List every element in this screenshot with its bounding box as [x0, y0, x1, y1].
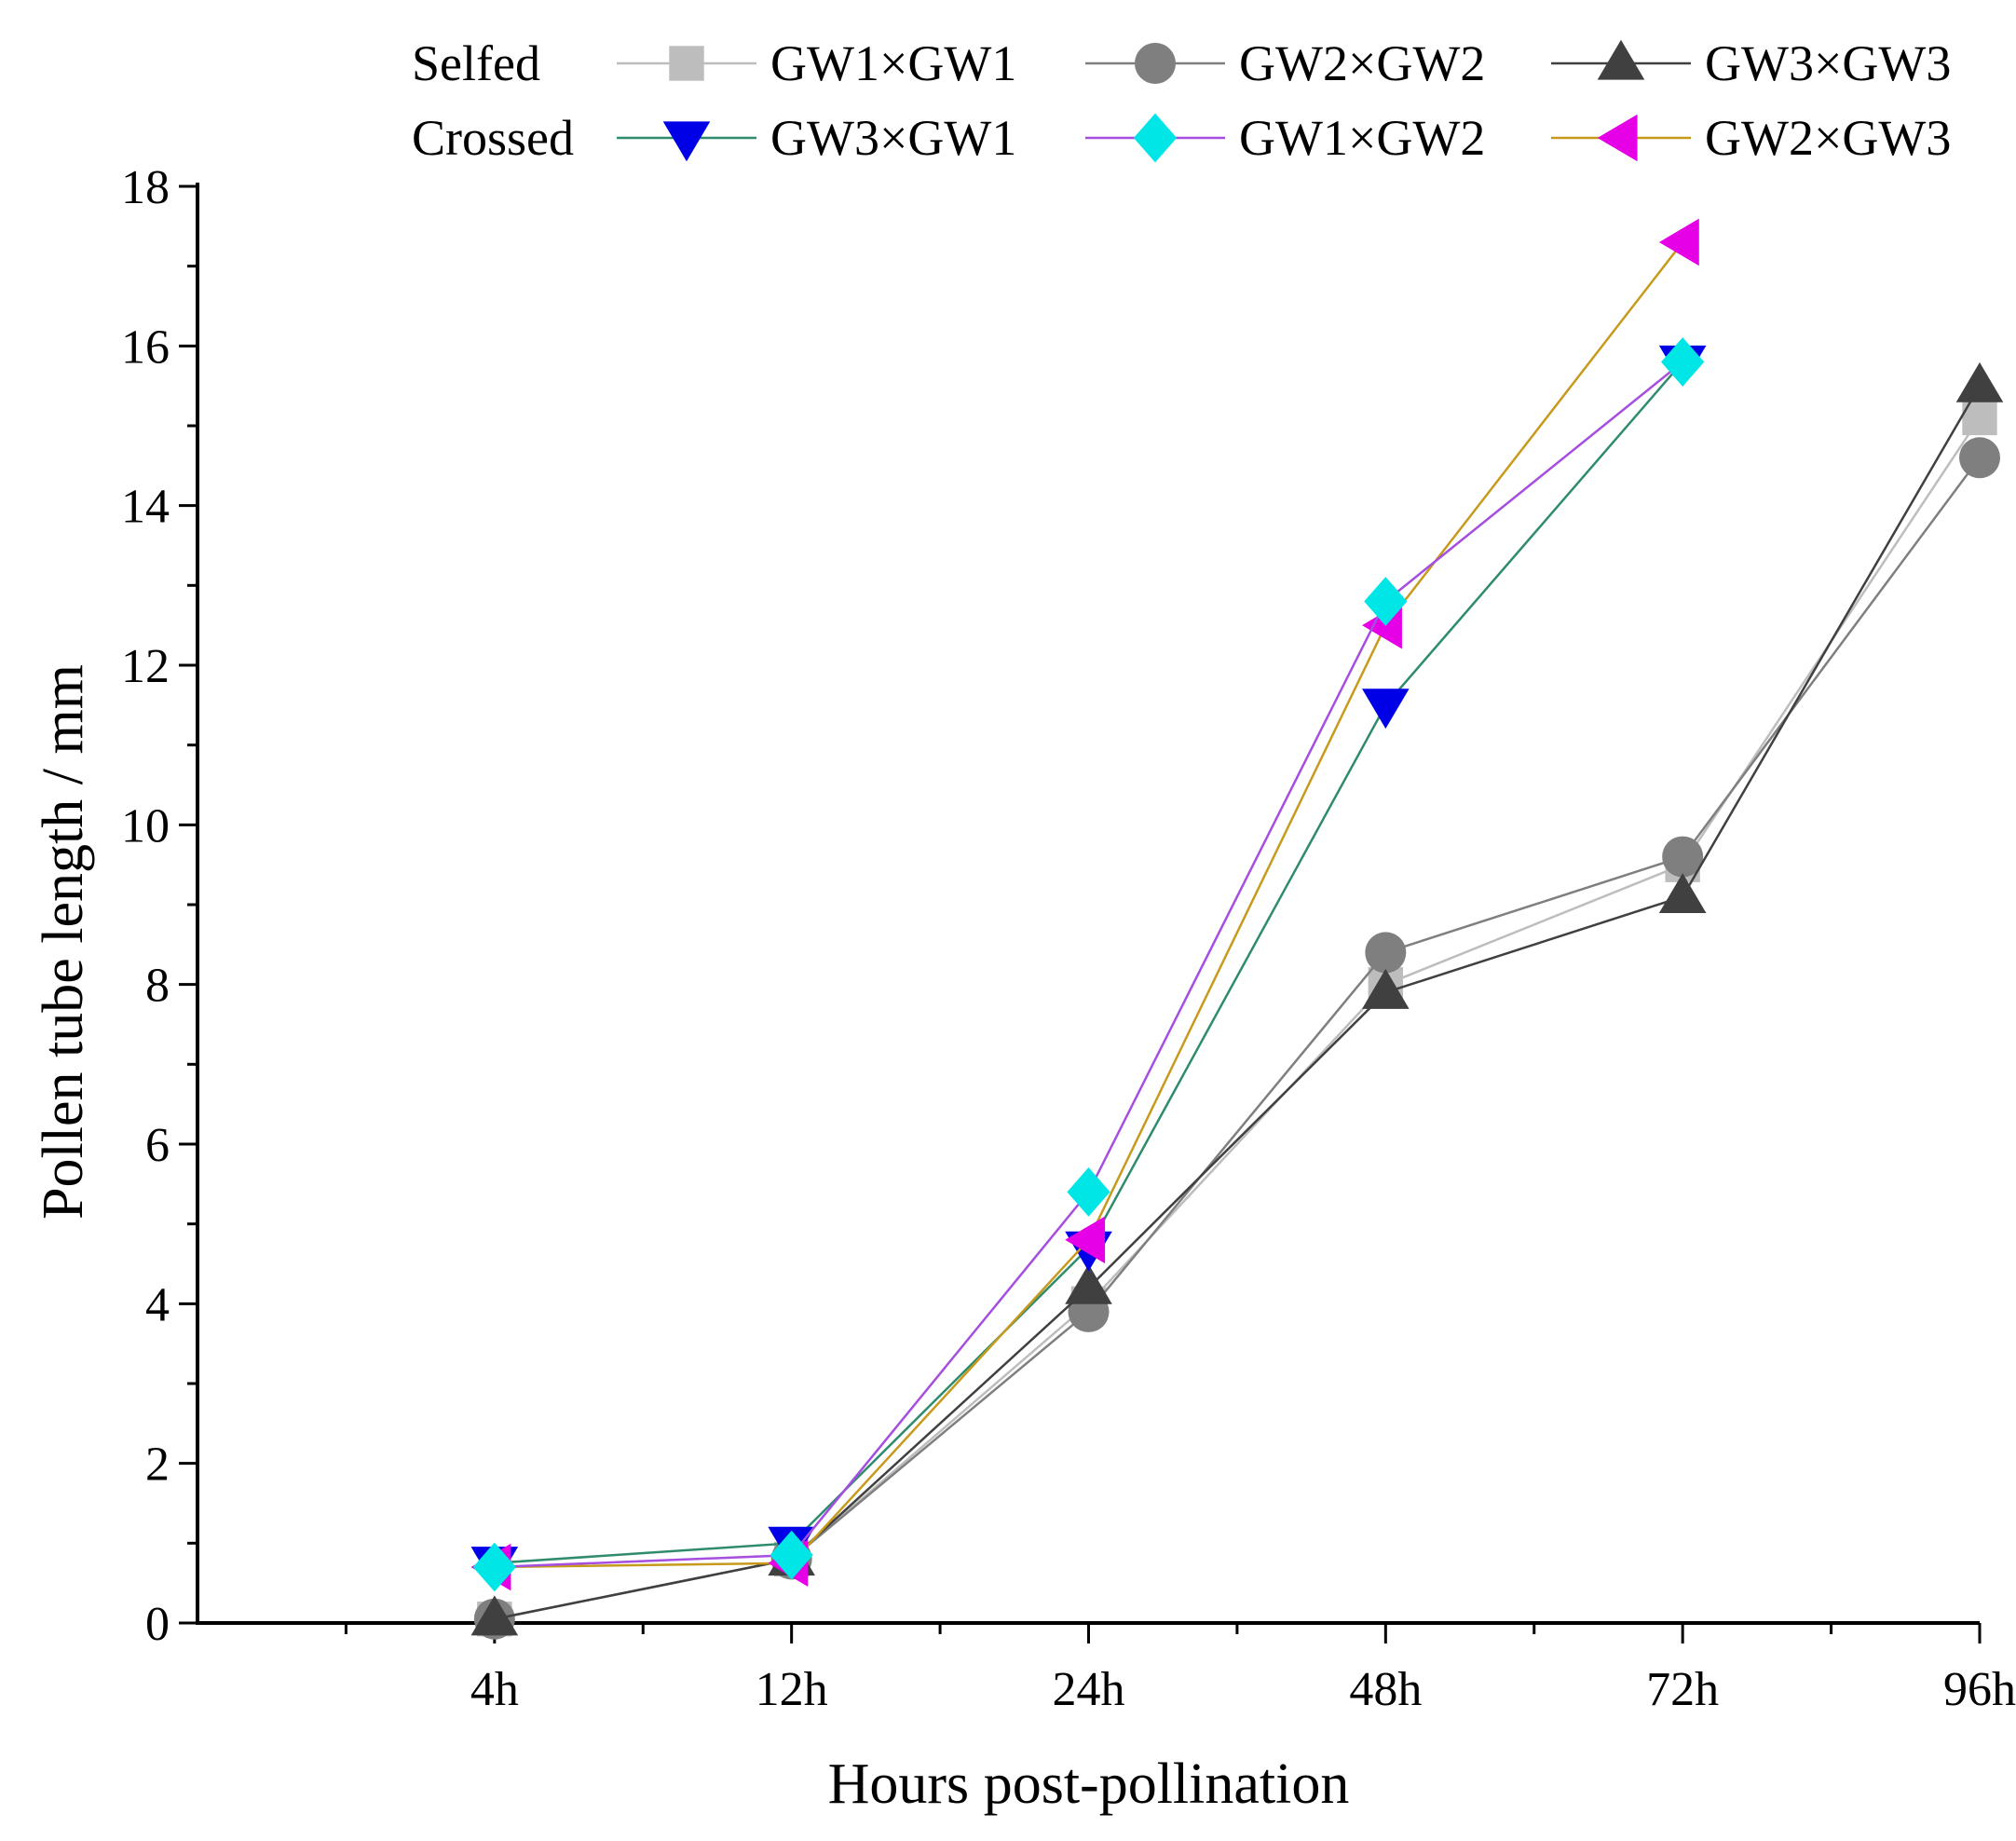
y-tick-label: 18 — [121, 161, 170, 214]
x-tick-label: 72h — [1646, 1663, 1719, 1716]
legend-item-gw2xgw3: GW2×GW3 — [1551, 110, 1951, 166]
axes: 0 2 4 6 8 10 12 14 16 18 4h 12h 24h 48h 72h 96h — [121, 161, 2016, 1716]
series-line — [494, 416, 1982, 1620]
data-point — [1362, 968, 1410, 1009]
legend-item-gw3xgw3: GW3×GW3 — [1551, 35, 1951, 91]
series-layer — [470, 218, 2004, 1640]
data-point — [472, 1542, 516, 1592]
series-line — [494, 385, 1982, 1620]
series-gw2xgw2 — [473, 437, 2000, 1640]
series-gw3xgw3 — [470, 361, 2004, 1636]
y-tick-label: 2 — [145, 1439, 170, 1492]
legend-item-gw3xgw1: GW3×GW1 — [617, 110, 1016, 166]
data-point — [1065, 1263, 1112, 1304]
series-line — [494, 457, 1982, 1620]
legend-label: GW3×GW1 — [770, 110, 1016, 166]
y-tick-label: 14 — [121, 481, 170, 534]
data-point — [770, 1530, 813, 1580]
series-line — [494, 361, 1683, 1569]
data-point — [1955, 361, 2004, 402]
legend-marker — [1135, 43, 1176, 84]
data-point — [1067, 1167, 1110, 1217]
data-point — [1365, 932, 1407, 974]
legend-label: GW2×GW3 — [1705, 110, 1951, 166]
data-point — [1662, 836, 1704, 878]
legend-label: GW2×GW2 — [1239, 35, 1485, 91]
legend-group-label: Crossed — [412, 110, 574, 166]
legend-marker — [669, 46, 704, 81]
series-gw3xgw1 — [470, 345, 1707, 1588]
legend-label: GW3×GW3 — [1705, 35, 1951, 91]
data-point — [1658, 218, 1699, 266]
data-point — [1065, 1216, 1106, 1264]
data-point — [1661, 337, 1705, 387]
x-tick-label: 24h — [1053, 1663, 1125, 1716]
y-tick-label: 6 — [145, 1119, 170, 1172]
y-axis-title: Pollen tube length / mm — [32, 664, 95, 1220]
legend-marker — [662, 121, 711, 162]
legend-label: GW1×GW1 — [770, 35, 1016, 91]
x-tick-label: 12h — [756, 1663, 828, 1716]
legend-group-label: Selfed — [412, 35, 540, 91]
legend-label: GW1×GW2 — [1239, 110, 1485, 166]
series-gw1xgw2 — [472, 337, 1705, 1592]
legend-marker — [1133, 113, 1178, 163]
y-tick-label: 8 — [145, 960, 170, 1013]
legend-marker — [1597, 114, 1638, 162]
x-tick-label: 48h — [1349, 1663, 1422, 1716]
x-tick-label: 96h — [1943, 1663, 2016, 1716]
x-axis-title: Hours post-pollination — [828, 1752, 1350, 1816]
x-tick-label: 4h — [470, 1663, 519, 1716]
series-line — [494, 361, 1684, 1564]
legend-item-gw1xgw1: GW1×GW1 — [617, 35, 1016, 91]
data-point — [1364, 577, 1408, 626]
data-point — [1362, 689, 1410, 730]
data-point — [1658, 873, 1707, 914]
y-tick-label: 0 — [145, 1598, 170, 1651]
y-tick-label: 12 — [121, 640, 170, 693]
y-tick-label: 10 — [121, 799, 170, 852]
y-tick-label: 4 — [145, 1278, 170, 1331]
legend: Selfed GW1×GW1 GW2×GW2 GW3×GW3 Crossed GW3×GW… — [412, 35, 1951, 166]
series-gw2xgw3 — [470, 218, 1699, 1591]
series-line — [494, 241, 1684, 1569]
series-gw1xgw1 — [477, 400, 1997, 1637]
data-point — [470, 1595, 519, 1636]
data-point — [1959, 437, 2000, 479]
legend-marker — [1597, 39, 1645, 80]
legend-item-gw1xgw2: GW1×GW2 — [1085, 110, 1485, 166]
legend-item-gw2xgw2: GW2×GW2 — [1085, 35, 1485, 91]
y-tick-label: 16 — [121, 320, 170, 374]
